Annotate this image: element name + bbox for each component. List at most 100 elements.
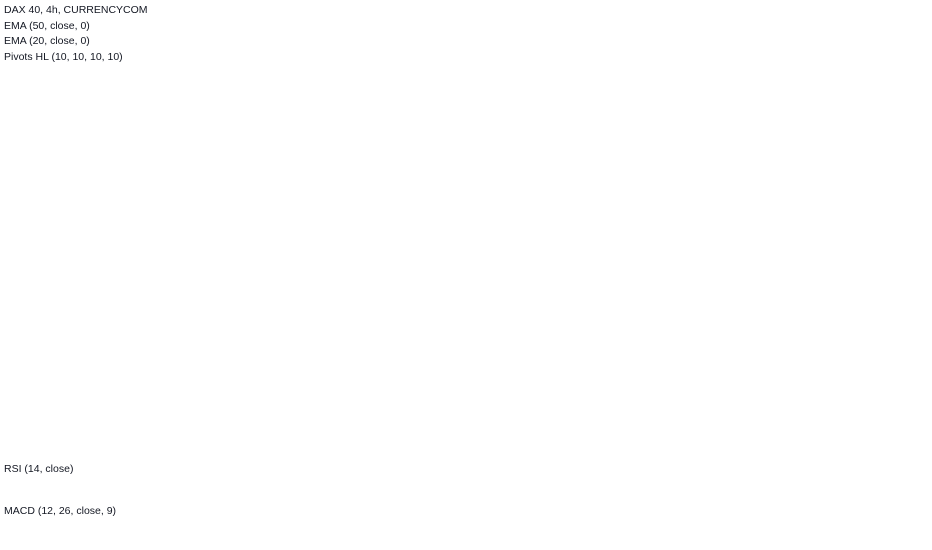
time-tick: 7 xyxy=(335,534,341,545)
candles xyxy=(6,82,670,366)
candle-body xyxy=(186,232,190,260)
macd-histogram xyxy=(324,512,328,513)
macd-histogram xyxy=(222,512,226,513)
macd-histogram xyxy=(570,512,574,513)
last-price-text: 15510.7 xyxy=(895,150,932,161)
candle-body xyxy=(516,136,520,147)
candle-body xyxy=(30,136,34,158)
candle-body xyxy=(528,129,532,141)
symbol-title[interactable]: DAX 40, 4h, CURRENCYCOM xyxy=(4,4,148,16)
macd-histogram xyxy=(486,509,490,512)
entry-tag xyxy=(892,187,932,202)
pivot-label-bg xyxy=(511,96,549,113)
macd-histogram xyxy=(588,512,592,513)
macd-histogram xyxy=(360,509,364,512)
ema50-line xyxy=(7,141,669,265)
macd-histogram xyxy=(330,511,334,513)
target-tag xyxy=(892,252,932,267)
macd-histogram xyxy=(264,512,268,513)
pivot-label-bg xyxy=(211,346,249,363)
candle-body xyxy=(600,146,604,153)
candle-body xyxy=(300,255,304,301)
macd-histogram xyxy=(156,512,160,515)
candle-body xyxy=(318,341,322,345)
candle-body xyxy=(84,89,88,110)
candle-body xyxy=(390,266,394,277)
candle-body xyxy=(78,109,82,134)
macd-histogram xyxy=(402,511,406,513)
ema20-legend[interactable]: EMA (20, close, 0) xyxy=(4,35,90,47)
candle-body xyxy=(366,242,370,246)
candle-body xyxy=(456,259,460,280)
price-tick: 15240.0 xyxy=(896,242,932,253)
macd-histogram xyxy=(558,512,562,513)
macd-histogram xyxy=(336,510,340,512)
candle-body xyxy=(354,245,358,253)
macd-histogram xyxy=(648,512,652,514)
candle-body xyxy=(54,102,58,110)
price-tick: 15800.0 xyxy=(896,51,932,62)
candle-body xyxy=(126,181,130,205)
macd-histogram xyxy=(582,512,586,513)
candle-body xyxy=(162,208,166,250)
symbol-tag-text: DE40 xyxy=(866,150,889,160)
macd-histogram xyxy=(198,512,202,514)
pivots-legend[interactable]: Pivots HL (10, 10, 10, 10) xyxy=(4,50,123,63)
candle-body xyxy=(660,146,664,151)
rsi-legend[interactable]: RSI (14, close) xyxy=(4,463,74,475)
macd-histogram xyxy=(138,512,142,516)
candle-body xyxy=(624,153,628,156)
macd-histogram xyxy=(348,509,352,512)
macd-histogram xyxy=(540,510,544,512)
symbol-tag xyxy=(862,146,890,161)
macd-histogram xyxy=(474,510,478,512)
macd-histogram xyxy=(396,511,400,512)
macd-legend[interactable]: MACD (12, 26, close, 9) xyxy=(4,505,117,517)
time-tick: 20 xyxy=(597,534,609,545)
candle-body xyxy=(636,146,640,149)
macd-histogram xyxy=(186,512,190,514)
macd-histogram xyxy=(624,512,628,514)
macd-histogram xyxy=(168,512,172,515)
time-tick: 25 xyxy=(684,534,696,545)
ema20-line xyxy=(7,128,669,296)
candle-body xyxy=(138,228,142,243)
stop-zone xyxy=(678,172,766,195)
macd-histogram xyxy=(384,510,388,512)
candle-body xyxy=(222,255,226,280)
ema50-legend[interactable]: EMA (50, close, 0) xyxy=(4,19,90,32)
candle-body xyxy=(6,167,10,185)
candle-body xyxy=(204,293,208,321)
macd-histogram xyxy=(660,512,664,513)
candle-body xyxy=(564,153,568,158)
candle-body xyxy=(414,286,418,294)
candle-body xyxy=(276,289,280,297)
macd-histogram xyxy=(378,509,382,512)
macd-histogram xyxy=(306,512,310,513)
candle-body xyxy=(492,164,496,182)
macd-histogram xyxy=(204,512,208,515)
macd-histogram xyxy=(600,512,604,514)
rsi-line xyxy=(7,458,669,507)
price-tick: 15700.0 xyxy=(896,85,932,96)
rsi-tick: 40.00 xyxy=(896,482,921,493)
candle-body xyxy=(558,157,562,161)
macd-histogram xyxy=(192,512,196,514)
candle-body xyxy=(588,145,592,151)
macd-histogram xyxy=(510,509,514,512)
pivot-label-bg xyxy=(349,208,387,225)
macd-histogram xyxy=(480,509,484,512)
candle-body xyxy=(372,245,376,250)
macd-histogram xyxy=(438,512,442,513)
candle-body xyxy=(90,89,94,117)
trendline xyxy=(313,164,683,376)
candle-body xyxy=(336,276,340,290)
macd-histogram xyxy=(426,512,430,513)
candle-body xyxy=(612,143,616,151)
candle-body xyxy=(618,150,622,156)
price-tick: 15160.0 xyxy=(896,269,932,280)
price-tick: 15320.0 xyxy=(896,214,932,225)
candle-body xyxy=(504,150,508,158)
macd-histogram xyxy=(174,512,178,515)
